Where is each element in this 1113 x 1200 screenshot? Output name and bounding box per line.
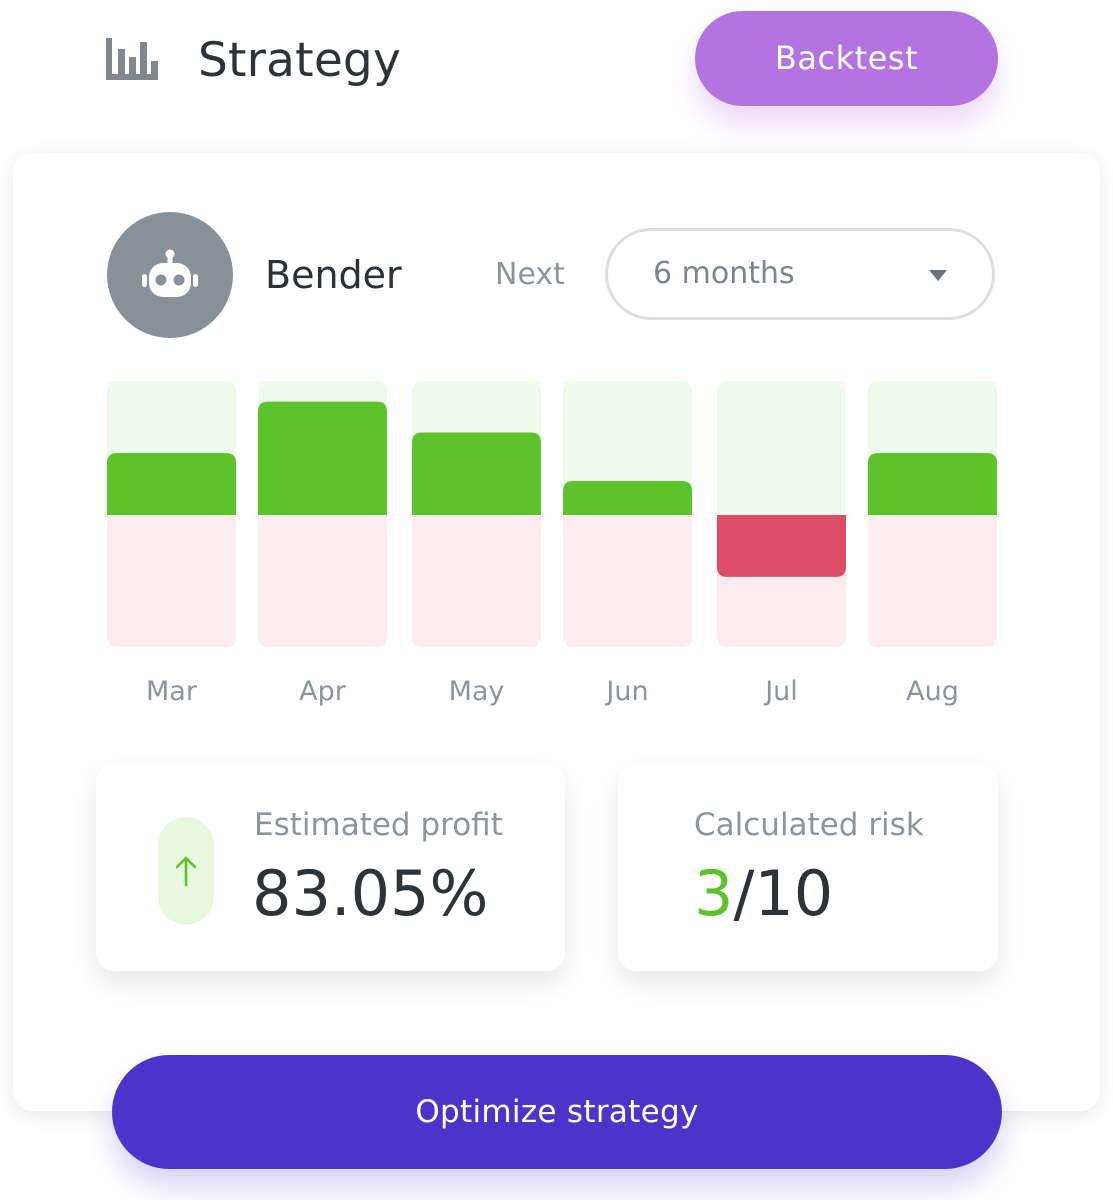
caret-down-icon [929,270,947,281]
profit-value: 83.05% [252,857,489,930]
optimize-strategy-button[interactable]: Optimize strategy [112,1055,1002,1169]
period-dropdown[interactable]: 6 months [605,228,995,320]
risk-score: 3 [694,857,734,930]
calculated-risk-card: Calculated risk 3/10 [618,764,998,971]
bot-avatar [107,212,233,338]
next-label: Next [495,257,565,292]
profit-trend-badge [158,817,214,925]
risk-value: 3/10 [694,856,833,932]
robot-icon [142,249,198,297]
page-title: Strategy [198,33,401,88]
risk-label: Calculated risk [694,807,924,843]
backtest-button[interactable]: Backtest [695,11,998,106]
estimated-profit-card: Estimated profit 83.05% [96,764,565,971]
bar-chart-icon [106,38,158,80]
bot-name: Bender [265,253,402,297]
period-value: 6 months [653,256,795,291]
risk-max: /10 [733,857,834,930]
arrow-up-icon [175,856,197,887]
profit-label: Estimated profit [254,807,503,843]
